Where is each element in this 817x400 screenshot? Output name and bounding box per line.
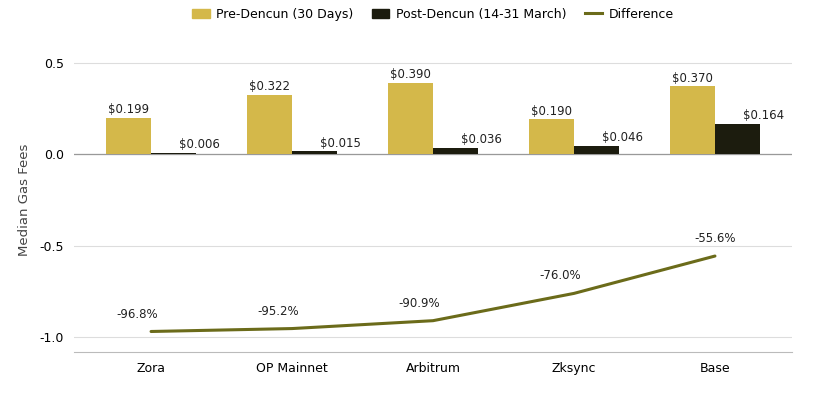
Text: $0.370: $0.370 [672, 72, 713, 85]
Text: -95.2%: -95.2% [257, 304, 299, 318]
Text: $0.036: $0.036 [462, 133, 502, 146]
Bar [433, 148, 478, 154]
Legend: Pre-Dencun (30 Days), Post-Dencun (14-31 March), Difference: Pre-Dencun (30 Days), Post-Dencun (14-31… [187, 2, 679, 26]
Bar [151, 153, 196, 154]
Text: $0.390: $0.390 [390, 68, 431, 81]
Text: $0.046: $0.046 [602, 131, 643, 144]
Bar [106, 118, 151, 154]
Bar [574, 146, 619, 154]
Text: -90.9%: -90.9% [398, 297, 440, 310]
Text: -55.6%: -55.6% [694, 232, 735, 245]
Bar [715, 124, 760, 154]
Text: $0.015: $0.015 [320, 137, 361, 150]
Text: $0.322: $0.322 [249, 80, 290, 94]
Text: -96.8%: -96.8% [116, 308, 158, 320]
Bar [292, 152, 337, 154]
Text: $0.199: $0.199 [108, 103, 149, 116]
Text: $0.006: $0.006 [179, 138, 220, 151]
Y-axis label: Median Gas Fees: Median Gas Fees [18, 144, 31, 256]
Text: $0.164: $0.164 [743, 109, 784, 122]
Bar [388, 83, 433, 154]
Bar [247, 95, 292, 154]
Bar [529, 120, 574, 154]
Text: $0.190: $0.190 [531, 104, 572, 118]
Text: -76.0%: -76.0% [539, 270, 581, 282]
Bar [670, 86, 715, 154]
